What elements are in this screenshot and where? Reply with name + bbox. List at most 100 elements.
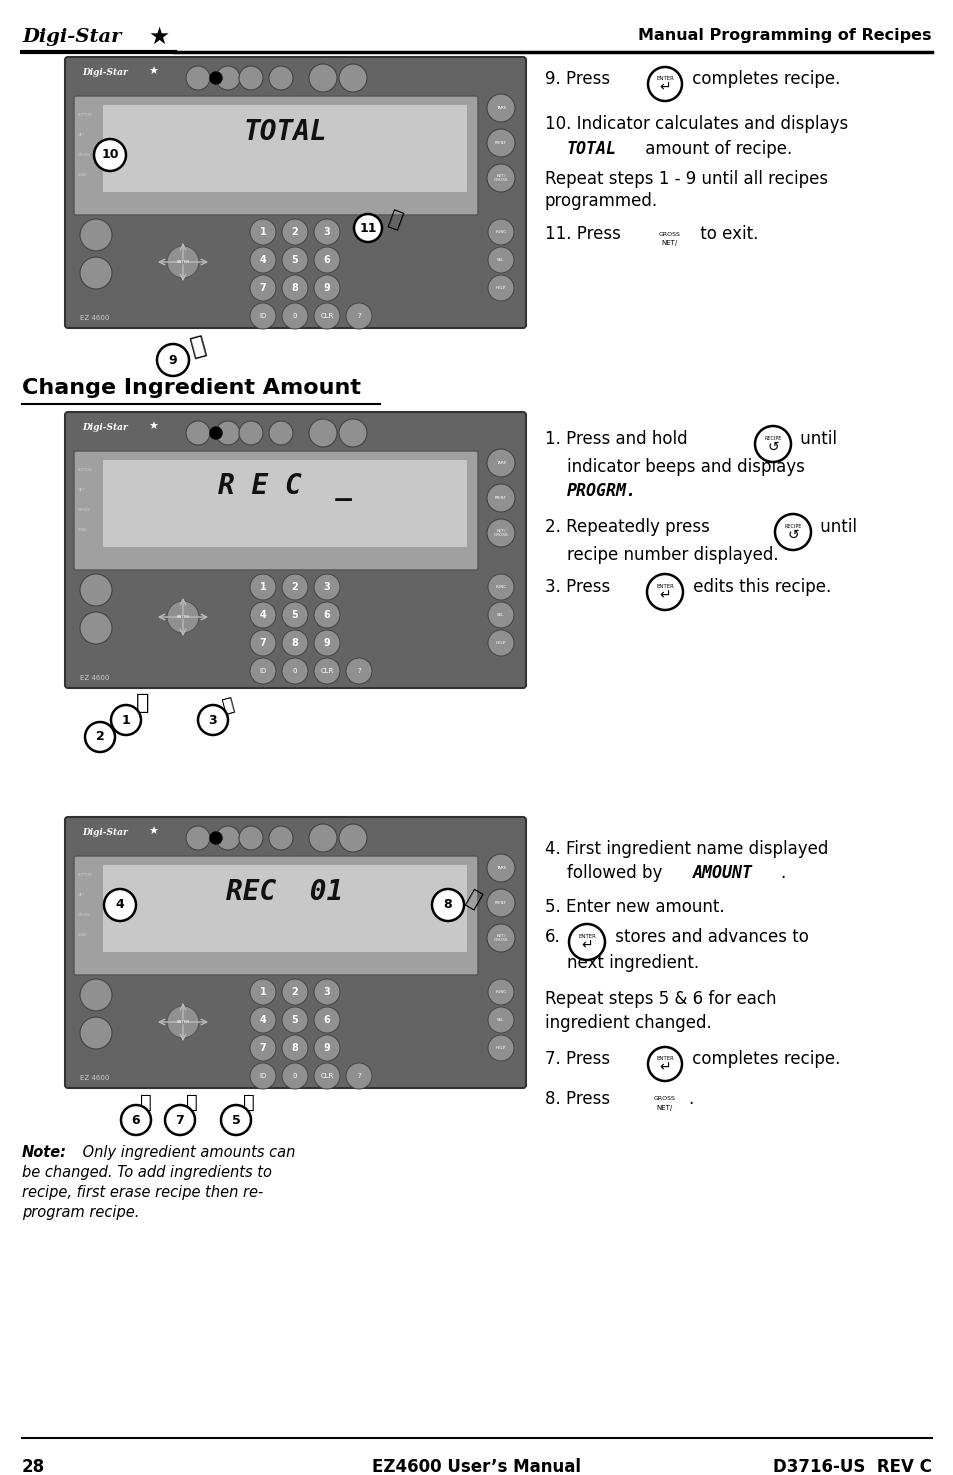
Text: 6.: 6.: [544, 928, 560, 945]
Circle shape: [314, 574, 339, 600]
Circle shape: [250, 246, 275, 273]
Text: 4: 4: [259, 255, 266, 266]
Text: 1: 1: [259, 987, 266, 997]
Circle shape: [486, 94, 515, 122]
Text: until: until: [794, 431, 836, 448]
Circle shape: [282, 574, 308, 600]
Circle shape: [314, 274, 339, 301]
Circle shape: [488, 979, 514, 1004]
Circle shape: [647, 1047, 681, 1081]
Circle shape: [186, 420, 210, 445]
Circle shape: [282, 630, 308, 656]
Text: R E C  _: R E C _: [218, 473, 352, 502]
Circle shape: [486, 889, 515, 917]
Circle shape: [239, 826, 263, 850]
Text: 7: 7: [175, 1114, 184, 1127]
Circle shape: [488, 1007, 514, 1032]
Text: Change Ingredient Amount: Change Ingredient Amount: [22, 378, 360, 398]
Circle shape: [269, 420, 293, 445]
Circle shape: [104, 889, 136, 920]
Circle shape: [250, 602, 275, 628]
Circle shape: [215, 826, 240, 850]
Text: TOTAL: TOTAL: [566, 140, 617, 158]
Text: ?: ?: [356, 313, 360, 319]
Circle shape: [186, 66, 210, 90]
Text: 0: 0: [293, 313, 297, 319]
Circle shape: [250, 1063, 275, 1089]
Circle shape: [186, 826, 210, 850]
Text: NET/: NET/: [661, 240, 678, 246]
Text: NET: NET: [78, 133, 85, 137]
Text: RECIPE: RECIPE: [763, 435, 781, 441]
Circle shape: [210, 72, 222, 84]
Text: GROSS: GROSS: [78, 913, 91, 917]
Circle shape: [488, 1035, 514, 1061]
Text: 👋: 👋: [186, 1093, 197, 1112]
Text: 7: 7: [259, 283, 266, 294]
Text: 3: 3: [323, 987, 330, 997]
Text: 8: 8: [292, 639, 298, 648]
Text: to exit.: to exit.: [695, 226, 758, 243]
Circle shape: [774, 513, 810, 550]
Text: PRINT: PRINT: [495, 496, 506, 500]
Text: D3716-US  REV C: D3716-US REV C: [772, 1457, 931, 1475]
Text: ?: ?: [356, 1072, 360, 1080]
Circle shape: [282, 1035, 308, 1061]
Text: TARE: TARE: [496, 106, 506, 111]
Text: 6: 6: [132, 1114, 140, 1127]
Text: programmed.: programmed.: [544, 192, 658, 209]
Text: ↵: ↵: [659, 80, 670, 94]
Text: LOAD: LOAD: [78, 934, 88, 937]
Text: REC  01: REC 01: [226, 878, 343, 906]
Text: 6: 6: [323, 611, 330, 620]
Text: 👋: 👋: [462, 888, 484, 912]
Text: 9. Press: 9. Press: [544, 69, 615, 88]
Circle shape: [309, 419, 336, 447]
Text: 7: 7: [259, 1043, 266, 1053]
Text: ↵: ↵: [659, 1061, 670, 1074]
Circle shape: [314, 1007, 339, 1032]
Circle shape: [250, 979, 275, 1004]
Text: 7: 7: [259, 639, 266, 648]
Text: 👋: 👋: [136, 693, 150, 712]
Text: edits this recipe.: edits this recipe.: [687, 578, 830, 596]
Circle shape: [80, 218, 112, 251]
Circle shape: [486, 128, 515, 156]
Text: 5: 5: [292, 255, 298, 266]
Circle shape: [111, 705, 141, 735]
Circle shape: [346, 658, 372, 684]
Circle shape: [165, 1105, 194, 1134]
Text: BUTTON: BUTTON: [78, 468, 92, 472]
Circle shape: [282, 302, 308, 329]
Text: 11: 11: [359, 221, 376, 235]
Text: 10: 10: [101, 149, 118, 161]
Circle shape: [314, 218, 339, 245]
Circle shape: [250, 630, 275, 656]
Text: stores and advances to: stores and advances to: [609, 928, 808, 945]
Bar: [0, 0, 953, 30]
Circle shape: [157, 344, 189, 376]
Circle shape: [215, 420, 240, 445]
Text: completes recipe.: completes recipe.: [686, 69, 840, 88]
Text: HELP: HELP: [496, 286, 506, 291]
Text: BUTTON: BUTTON: [78, 873, 92, 878]
Text: ★: ★: [148, 827, 158, 836]
FancyBboxPatch shape: [74, 96, 477, 215]
FancyBboxPatch shape: [103, 864, 467, 951]
Text: indicator beeps and displays: indicator beeps and displays: [566, 459, 804, 476]
Text: 0: 0: [293, 1072, 297, 1080]
Circle shape: [121, 1105, 151, 1134]
Text: ★: ★: [148, 422, 158, 432]
Text: 👋: 👋: [140, 1093, 152, 1112]
Circle shape: [486, 854, 515, 882]
Text: TOTAL: TOTAL: [243, 118, 327, 146]
Circle shape: [239, 420, 263, 445]
Circle shape: [314, 1035, 339, 1061]
Text: recipe number displayed.: recipe number displayed.: [566, 546, 778, 563]
Text: 4. First ingredient name displayed: 4. First ingredient name displayed: [544, 839, 827, 858]
Text: 👋: 👋: [243, 1093, 254, 1112]
Text: CLR: CLR: [320, 313, 334, 319]
Circle shape: [338, 419, 367, 447]
Text: followed by: followed by: [566, 864, 667, 882]
Circle shape: [80, 574, 112, 606]
